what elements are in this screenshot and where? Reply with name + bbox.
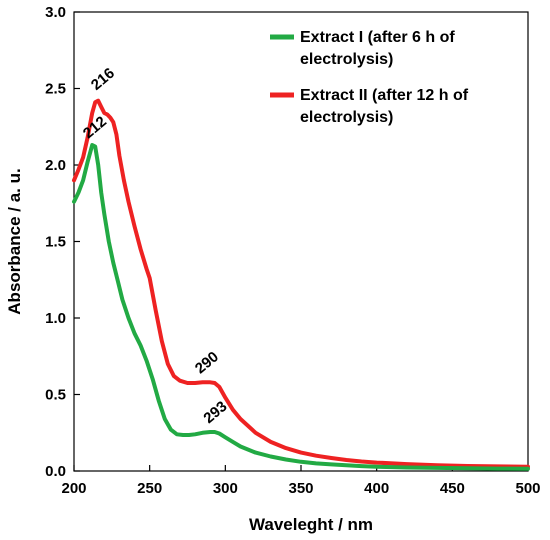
x-axis-title: Waveleght / nm — [249, 515, 373, 534]
y-axis-title: Absorbance / a. u. — [5, 168, 24, 314]
y-tick-label: 2.5 — [45, 81, 66, 98]
plot-frame — [73, 11, 529, 472]
x-tick-label: 350 — [288, 480, 313, 497]
series-line-extract-ii — [72, 98, 530, 469]
y-tick-label: 1.0 — [45, 310, 66, 327]
series-line-extract-i — [72, 143, 530, 471]
peak-label: 212 — [80, 113, 110, 142]
legend: Extract I (after 6 h of electrolysis) Extr… — [270, 29, 469, 126]
x-tick-label: 500 — [515, 480, 540, 497]
x-tick-label: 200 — [61, 480, 86, 497]
x-tick-label: 300 — [213, 480, 238, 497]
peak-label: 216 — [88, 65, 118, 94]
x-tick-label: 450 — [440, 480, 465, 497]
y-tick-label: 2.0 — [45, 157, 66, 174]
legend-label: Extract II (after 12 h of electrolysis) — [300, 87, 469, 126]
y-tick-label: 3.0 — [45, 4, 66, 21]
x-axis-ticks: 200 250 300 350 400 450 500 — [61, 465, 541, 497]
peak-label: 290 — [192, 348, 222, 377]
y-tick-label: 0.5 — [45, 387, 66, 404]
legend-label: Extract I (after 6 h of electrolysis) — [300, 29, 455, 68]
y-tick-label: 1.5 — [45, 234, 66, 251]
x-tick-label: 250 — [137, 480, 162, 497]
series-layer — [72, 98, 530, 471]
y-tick-label: 0.0 — [45, 463, 66, 480]
y-axis-ticks: 0.0 0.5 1.0 1.5 2.0 2.5 3.0 — [45, 4, 80, 480]
plot-border — [73, 11, 529, 472]
x-tick-label: 400 — [364, 480, 389, 497]
